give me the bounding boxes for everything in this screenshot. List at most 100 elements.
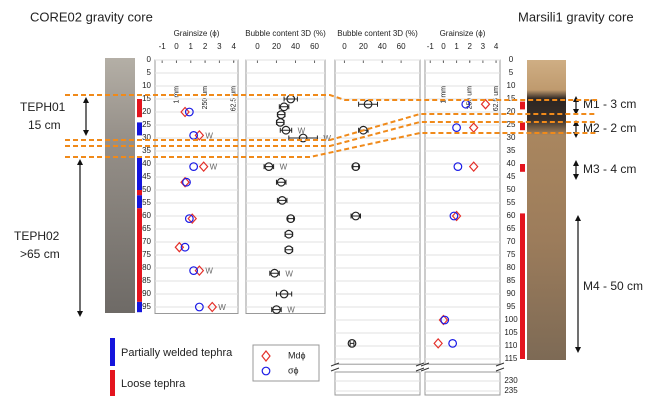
core-photo bbox=[527, 60, 566, 360]
core-title: CORE02 gravity core bbox=[30, 9, 153, 24]
tephra-strip bbox=[137, 190, 142, 195]
plots: Grainsize (ϕ)-1012341 mm250 um62.5 um051… bbox=[137, 29, 525, 395]
y-tick-label: 5 bbox=[509, 68, 514, 77]
tephra-strip bbox=[137, 156, 142, 190]
unit-label: M3 - 4 cm bbox=[583, 162, 636, 176]
x-tick-label: 1 bbox=[189, 42, 194, 51]
x-tick-label: 20 bbox=[272, 42, 281, 51]
x-tick-label: 4 bbox=[494, 42, 499, 51]
tephra-strip bbox=[137, 122, 142, 135]
tephra-strip bbox=[520, 122, 525, 130]
y-tick-label: 30 bbox=[507, 133, 516, 142]
tephra-strip bbox=[520, 164, 525, 172]
tephra-strip bbox=[137, 195, 142, 208]
y-tick-label: 5 bbox=[147, 68, 152, 77]
y-tick-label: 110 bbox=[505, 341, 518, 350]
unit-label: M1 - 3 cm bbox=[583, 97, 636, 111]
y-tick-label: 65 bbox=[507, 224, 516, 233]
y-tick-label: 10 bbox=[142, 81, 151, 90]
y-tick-label: 235 bbox=[504, 386, 518, 395]
plot-frame bbox=[425, 372, 500, 395]
y-tick-label: 65 bbox=[142, 224, 151, 233]
y-tick-label: 15 bbox=[507, 94, 516, 103]
point-note: W bbox=[280, 163, 288, 172]
x-tick-label: -1 bbox=[427, 42, 435, 51]
size-tick-label: 250 um bbox=[202, 86, 209, 110]
figure: CORE02 gravity core Marsili1 gravity cor… bbox=[0, 0, 655, 407]
x-tick-label: 3 bbox=[217, 42, 222, 51]
x-axis-label: Bubble content 3D (%) bbox=[245, 29, 326, 38]
plot-frame bbox=[335, 372, 420, 395]
y-tick-label: 95 bbox=[142, 302, 151, 311]
x-tick-label: 0 bbox=[255, 42, 260, 51]
y-tick-label: 230 bbox=[504, 376, 518, 385]
legend-box bbox=[253, 345, 319, 381]
x-tick-label: 1 bbox=[454, 42, 459, 51]
legend-label: σϕ bbox=[288, 365, 299, 375]
unit-label: TEPH01 bbox=[20, 100, 66, 114]
x-tick-label: 0 bbox=[342, 42, 347, 51]
x-tick-label: 0 bbox=[441, 42, 446, 51]
x-tick-label: 2 bbox=[468, 42, 473, 51]
y-tick-label: 25 bbox=[142, 120, 151, 129]
x-tick-label: 40 bbox=[378, 42, 387, 51]
tephra-strip bbox=[137, 208, 142, 302]
core-photo bbox=[105, 58, 135, 313]
legend-swatch bbox=[110, 338, 115, 366]
size-tick-label: 250 um bbox=[467, 86, 474, 110]
point-note: W bbox=[287, 306, 295, 315]
point-note: W bbox=[210, 163, 218, 172]
x-tick-label: 2 bbox=[203, 42, 208, 51]
x-tick-label: 3 bbox=[481, 42, 486, 51]
y-tick-label: 55 bbox=[142, 198, 151, 207]
x-tick-label: 0 bbox=[174, 42, 179, 51]
x-tick-label: 60 bbox=[310, 42, 319, 51]
x-tick-label: 4 bbox=[231, 42, 236, 51]
y-tick-label: 10 bbox=[507, 81, 516, 90]
y-tick-label: 60 bbox=[142, 211, 151, 220]
x-axis-label: Grainsize (ϕ) bbox=[440, 29, 486, 38]
point-note: W bbox=[323, 134, 331, 143]
core-title: Marsili1 gravity core bbox=[518, 9, 634, 24]
y-tick-label: 85 bbox=[142, 276, 151, 285]
plot-frame bbox=[155, 60, 238, 314]
point-note: W bbox=[285, 269, 293, 278]
x-axis-label: Grainsize (ϕ) bbox=[174, 29, 220, 38]
legend-swatch bbox=[110, 370, 115, 396]
tephra-strip bbox=[137, 302, 142, 312]
x-tick-label: 20 bbox=[359, 42, 368, 51]
y-tick-label: 20 bbox=[142, 107, 151, 116]
x-tick-label: 60 bbox=[397, 42, 406, 51]
y-tick-label: 45 bbox=[142, 172, 151, 181]
y-tick-label: 100 bbox=[504, 315, 518, 324]
y-tick-label: 80 bbox=[142, 263, 151, 272]
y-tick-label: 0 bbox=[509, 55, 514, 64]
y-tick-label: 115 bbox=[505, 354, 518, 363]
y-tick-label: 75 bbox=[142, 250, 151, 259]
x-tick-label: 40 bbox=[291, 42, 300, 51]
y-tick-label: 50 bbox=[507, 185, 516, 194]
y-tick-label: 90 bbox=[142, 289, 151, 298]
y-tick-label: 45 bbox=[507, 172, 516, 181]
legend-label: Mdϕ bbox=[288, 350, 306, 360]
y-tick-label: 85 bbox=[507, 276, 516, 285]
y-tick-label: 35 bbox=[507, 146, 516, 155]
unit-label: >65 cm bbox=[20, 247, 60, 261]
unit-label: M4 - 50 cm bbox=[583, 279, 643, 293]
y-tick-label: 105 bbox=[504, 328, 518, 337]
y-tick-label: 0 bbox=[147, 55, 152, 64]
unit-label: 15 cm bbox=[28, 118, 61, 132]
y-tick-label: 75 bbox=[507, 250, 516, 259]
x-axis-label: Bubble content 3D (%) bbox=[337, 29, 418, 38]
y-tick-label: 60 bbox=[507, 211, 516, 220]
y-tick-label: 50 bbox=[142, 185, 151, 194]
x-tick-label: -1 bbox=[159, 42, 167, 51]
y-tick-label: 95 bbox=[507, 302, 516, 311]
point-note: W bbox=[218, 303, 226, 312]
y-tick-label: 55 bbox=[507, 198, 516, 207]
tephra-strip bbox=[520, 213, 525, 359]
unit-label: TEPH02 bbox=[14, 229, 60, 243]
tephra-strip bbox=[137, 99, 142, 117]
legend-label: Loose tephra bbox=[121, 378, 186, 390]
tephra-strip bbox=[520, 102, 525, 110]
